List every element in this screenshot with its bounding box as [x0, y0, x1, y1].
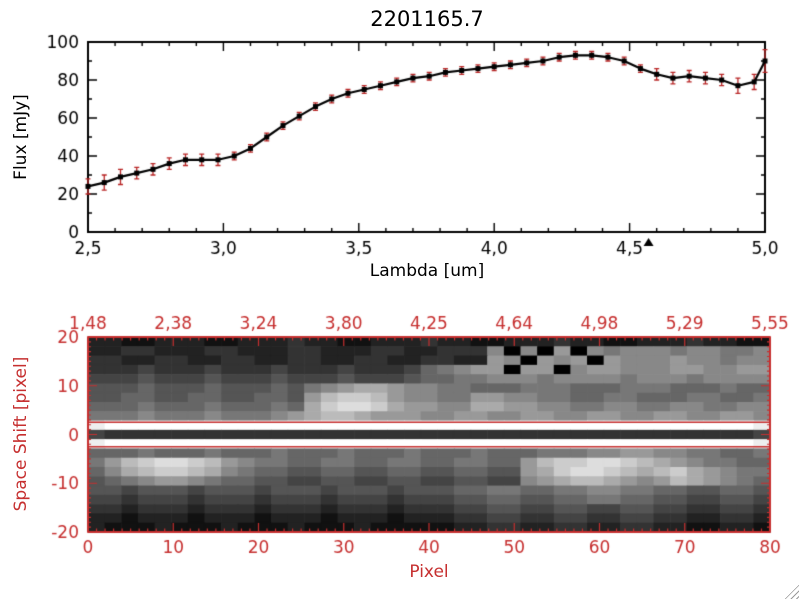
plot-title: 2201165.7 — [370, 7, 484, 31]
flux-axis-label: Flux [mJy] — [11, 94, 31, 180]
lambda-axis-label: Lambda [um] — [369, 261, 485, 281]
space-shift-axis-label: Space Shift [pixel] — [11, 356, 31, 512]
pixel-axis-label: Pixel — [409, 562, 449, 582]
